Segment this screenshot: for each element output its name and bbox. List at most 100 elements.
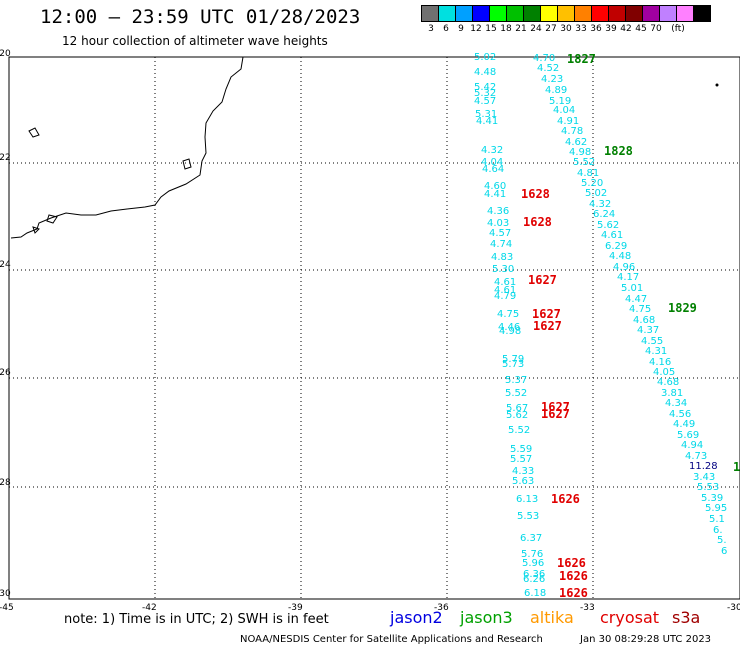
wave-height-value: 4.75	[497, 309, 520, 320]
wave-height-value: 5.73	[502, 359, 525, 370]
pass-time-label: 1628	[521, 187, 550, 201]
color-swatch	[472, 5, 490, 22]
latitude-label: -24	[0, 260, 11, 270]
wave-height-value: 5.96	[522, 558, 545, 569]
footer-timestamp: Jan 30 08:29:28 UTC 2023	[580, 634, 712, 645]
color-scale-label: 18	[500, 24, 512, 34]
wave-height-value: 5.52	[573, 157, 596, 168]
wave-height-value: 5.62	[597, 220, 620, 231]
pass-time-label: 1827	[567, 52, 596, 66]
wave-height-value: 5.30	[492, 264, 515, 275]
pass-time-label: 1626	[559, 569, 588, 583]
color-swatch	[591, 5, 609, 22]
satellite-legend-item: jason2	[390, 608, 443, 627]
color-scale-label: 70	[650, 24, 662, 34]
wave-height-value: 6	[721, 546, 728, 557]
color-swatch	[540, 5, 558, 22]
wave-height-value: 5.	[717, 535, 727, 546]
longitude-label: -39	[288, 603, 303, 613]
latitude-label: -20	[0, 49, 11, 59]
wave-height-value: 4.32	[481, 145, 504, 156]
wave-height-value: 4.23	[541, 74, 564, 85]
wave-height-value: 5.53	[517, 511, 540, 522]
color-scale-labels: 3 6 9 12 15 18 21 24 27 30 33 36 39 42 45 70 (ft)	[422, 24, 711, 36]
wave-height-value: 4.32	[589, 199, 612, 210]
wave-height-value: 5.01	[621, 283, 644, 294]
wave-height-value: 6.24	[593, 209, 616, 220]
map-subtitle: 12 hour collection of altimeter wave hei…	[62, 34, 328, 48]
wave-height-value: 4.78	[561, 126, 584, 137]
wave-height-value: 4.04	[553, 105, 576, 116]
wave-height-value: 5.37	[505, 375, 528, 386]
wave-height-value: 5.69	[677, 430, 700, 441]
color-swatch	[489, 5, 507, 22]
wave-height-value: 5.31	[475, 109, 498, 120]
coast-islands	[28, 127, 192, 234]
wave-height-value: 5.02	[585, 188, 608, 199]
color-swatch	[676, 5, 694, 22]
wave-height-value: 4.41	[476, 116, 499, 127]
color-swatch	[659, 5, 677, 22]
wave-height-value: 4.75	[629, 304, 652, 315]
wave-height-value: 3.43	[693, 472, 716, 483]
color-scale-label: 3	[428, 24, 434, 34]
wave-height-value: 4.74	[490, 239, 513, 250]
wave-height-value: 4.61	[494, 277, 517, 288]
wave-height-value: 4.05	[653, 367, 676, 378]
wave-height-value: 4.48	[474, 67, 497, 78]
color-swatch	[438, 5, 456, 22]
wave-height-value: 11.28	[689, 461, 718, 472]
wave-height-value: 5.1	[709, 514, 725, 525]
color-swatch	[455, 5, 473, 22]
wave-height-value: 4.56	[669, 409, 692, 420]
color-scale: 3 6 9 12 15 18 21 24 27 30 33 36 39 42 45 70 (ft)	[421, 5, 711, 36]
wave-height-value: 5.39	[701, 493, 724, 504]
wave-height-value: 4.61	[601, 230, 624, 241]
wave-height-value: 5.19	[549, 96, 572, 107]
color-scale-label: 27	[545, 24, 557, 34]
color-scale-label: 39	[605, 24, 617, 34]
wave-height-value: 6.	[713, 525, 723, 536]
wave-height-value: 4.79	[494, 291, 517, 302]
footer-note: note: 1) Time is in UTC; 2) SWH is in fe…	[64, 612, 329, 627]
color-swatch	[642, 5, 660, 22]
wave-height-value: 5.79	[502, 354, 525, 365]
island-dot	[715, 83, 719, 87]
wave-height-value: 4.61	[494, 285, 517, 296]
wave-height-value: 5.52	[508, 425, 531, 436]
wave-height-value: 4.94	[681, 440, 704, 451]
color-scale-label: 36	[590, 24, 602, 34]
color-swatch	[574, 5, 592, 22]
wave-height-value: 5.95	[705, 503, 728, 514]
wave-height-value: 4.36	[487, 206, 510, 217]
wave-height-value: 4.68	[657, 377, 680, 388]
wave-height-value: 5.20	[581, 178, 604, 189]
wave-height-value: 5.62	[506, 410, 529, 421]
longitude-label: -45	[0, 603, 14, 613]
map-frame	[8, 56, 740, 600]
color-swatch	[557, 5, 575, 22]
color-scale-label: 24	[530, 24, 542, 34]
latitude-label: -28	[0, 478, 11, 488]
color-scale-label: 30	[560, 24, 572, 34]
pass-time-label: 1626	[559, 586, 588, 600]
color-scale-label: 9	[458, 24, 464, 34]
wave-height-value: 4.89	[545, 85, 568, 96]
pass-time-label: 1626	[557, 556, 586, 570]
color-scale-label: 6	[443, 24, 449, 34]
wave-height-value: 4.03	[487, 218, 510, 229]
color-scale-label: 33	[575, 24, 587, 34]
wave-height-value: 4.52	[537, 63, 560, 74]
wave-height-value: 5.42	[474, 82, 497, 93]
color-scale-swatches	[421, 5, 711, 22]
wave-height-value: 5.02	[474, 52, 497, 63]
color-swatch	[421, 5, 439, 22]
footer-credit: NOAA/NESDIS Center for Satellite Applica…	[240, 634, 543, 645]
pass-time-label: 1627	[528, 273, 557, 287]
color-scale-label: 21	[515, 24, 527, 34]
longitude-label: -42	[142, 603, 157, 613]
map-gridlines	[9, 57, 740, 599]
pass-time-label: 1829	[668, 301, 697, 315]
wave-height-value: 4.83	[491, 252, 514, 263]
wave-height-value: 4.57	[474, 96, 497, 107]
